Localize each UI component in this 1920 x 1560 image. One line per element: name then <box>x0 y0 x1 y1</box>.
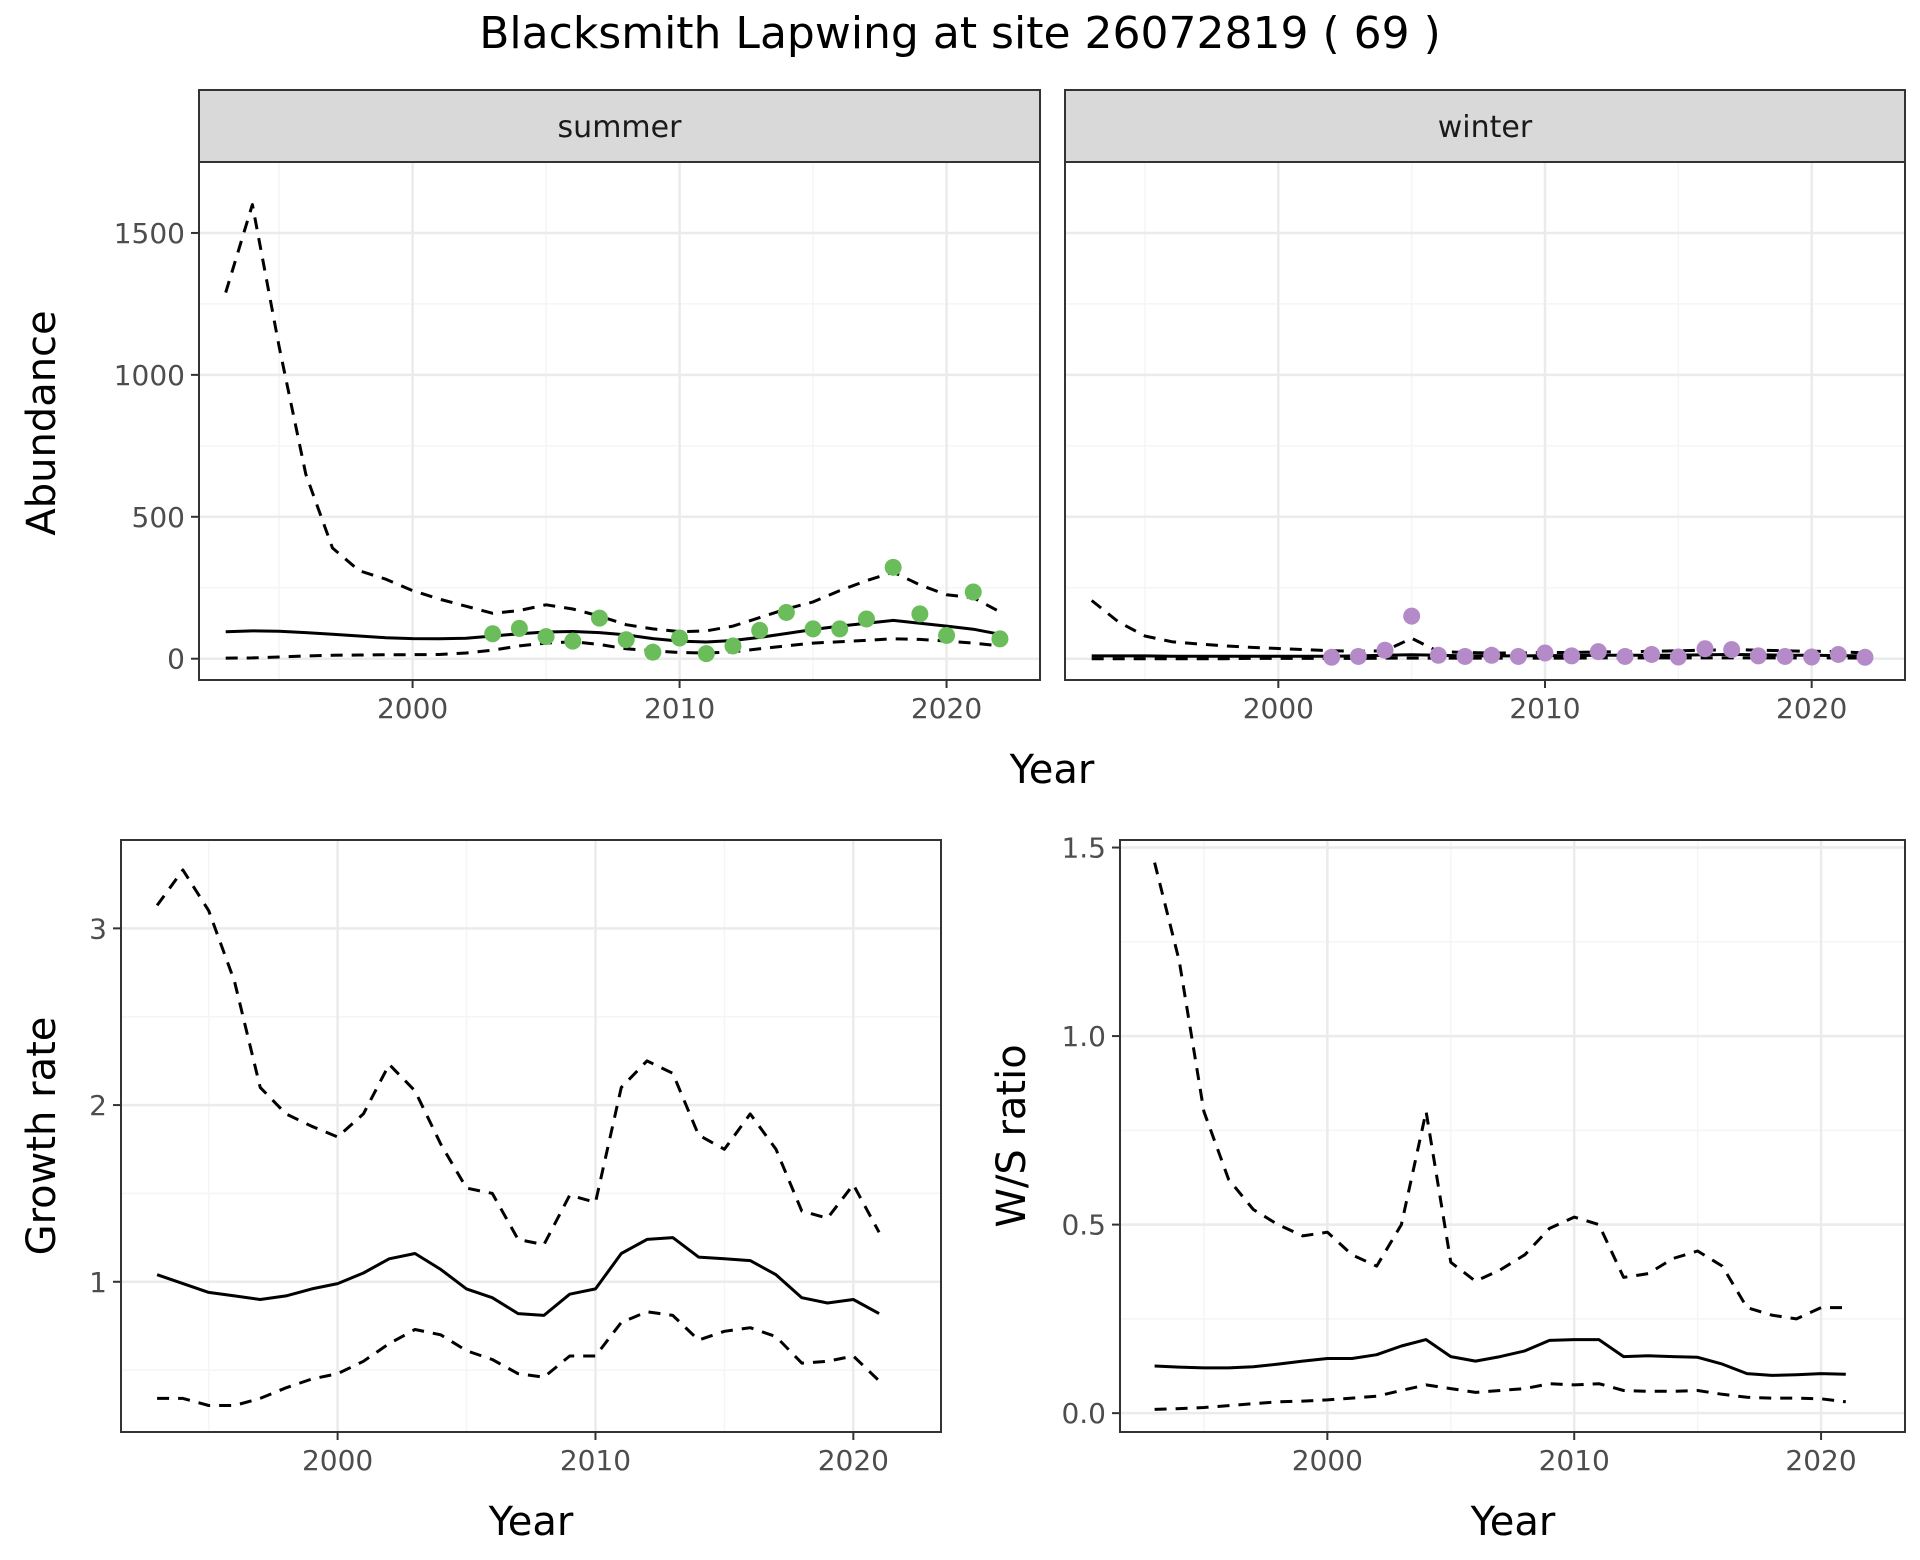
ws-ratio-y-tick-label: 0.5 <box>1061 1209 1106 1242</box>
ratio-x-axis-label: Year <box>1470 1499 1556 1545</box>
abundance-winter-strip-label: winter <box>1438 110 1533 145</box>
abundance-winter-x-tick-label: 2000 <box>1243 692 1314 725</box>
figure-title: Blacksmith Lapwing at site 26072819 ( 69… <box>479 8 1441 59</box>
abundance-winter-interval-line-2 <box>1091 656 1866 661</box>
abundance-winter-point <box>1536 644 1554 662</box>
ws-ratio-y-tick-label: 1.0 <box>1061 1020 1106 1053</box>
abundance-summer-point <box>831 620 849 638</box>
abundance-summer-point <box>617 631 635 649</box>
abundance-winter-point <box>1323 648 1341 666</box>
growth-rate-mean-line <box>156 1236 880 1317</box>
ws-ratio-x-tick-label: 2000 <box>1292 1444 1363 1477</box>
growth-x-axis-label: Year <box>488 1499 574 1545</box>
abundance-summer-point <box>884 558 902 576</box>
abundance-winter-x-tick-label: 2020 <box>1776 692 1847 725</box>
panel-growth-rate: 2000 2010 2020 1 2 3 <box>89 839 942 1477</box>
abundance-summer-point <box>644 643 662 661</box>
abundance-summer-point <box>484 625 502 643</box>
abundance-winter-point <box>1429 646 1447 664</box>
abundance-summer-interval-line-1 <box>224 203 1001 634</box>
abundance-winter-point <box>1749 647 1767 665</box>
abundance-summer-y-tick-label: 1500 <box>114 217 185 250</box>
abundance-summer-strip-label: summer <box>558 110 683 145</box>
abundance-summer-y-tick-label: 0 <box>167 643 185 676</box>
ws-ratio-plot-area <box>1120 840 1905 1432</box>
abundance-winter-point <box>1509 647 1527 665</box>
abundance-winter-point <box>1563 647 1581 665</box>
abundance-summer-y-tick-label: 1000 <box>114 359 185 392</box>
panel-summer: summer 2000 2010 2020 0 500 1000 1500 <box>114 89 1041 725</box>
ws-ratio-x-tick-label: 2010 <box>1539 1444 1610 1477</box>
abundance-winter-point <box>1483 646 1501 664</box>
abundance-winter-point <box>1589 643 1607 661</box>
abundance-summer-interval-line-2 <box>225 637 1001 660</box>
abundance-summer-x-tick-label: 2010 <box>644 692 715 725</box>
abundance-summer-point <box>697 645 715 663</box>
abundance-summer-point <box>510 619 528 637</box>
abundance-winter-point <box>1696 640 1714 658</box>
abundance-summer-x-tick-label: 2000 <box>377 692 448 725</box>
growth-rate-x-tick-label: 2020 <box>818 1444 889 1477</box>
abundance-summer-panel-border <box>198 161 1041 681</box>
abundance-winter-point <box>1829 645 1847 663</box>
abundance-winter-point <box>1376 641 1394 659</box>
growth-rate-panel-border <box>120 839 942 1433</box>
growth-rate-x-tick-label: 2000 <box>302 1444 373 1477</box>
abundance-summer-strip <box>198 89 1041 163</box>
growth-rate-y-tick-label: 2 <box>89 1089 107 1122</box>
abundance-summer-point <box>964 583 982 601</box>
abundance-summer-point <box>911 605 929 623</box>
abundance-winter-point <box>1403 607 1421 625</box>
abundance-winter-point <box>1643 645 1661 663</box>
ws-ratio-interval-line-1 <box>1153 862 1846 1321</box>
abundance-summer-point <box>537 628 555 646</box>
abundance-winter-panel-border <box>1064 161 1906 681</box>
abundance-winter-point <box>1669 648 1687 666</box>
abundance-winter-mean-line <box>1091 653 1866 658</box>
growth-rate-interval-line-1 <box>155 868 881 1247</box>
abundance-summer-plot-area <box>199 162 1040 680</box>
abundance-summer-point <box>938 626 956 644</box>
abundance-summer-point <box>857 610 875 628</box>
panel-winter: winter 2000 2010 2020 <box>1064 89 1906 725</box>
abundance-summer-y-tick-label: 500 <box>132 501 185 534</box>
panel-ws-ratio: 2000 2010 2020 0.0 0.5 1.0 1.5 <box>1061 832 1906 1477</box>
ws-ratio-panel-border <box>1119 839 1906 1433</box>
abundance-winter-x-tick-label: 2010 <box>1509 692 1580 725</box>
abundance-summer-x-tick-label: 2020 <box>911 692 982 725</box>
growth-rate-y-tick-label: 3 <box>89 912 107 945</box>
abundance-winter-point <box>1856 648 1874 666</box>
growth-rate-y-tick-label: 1 <box>89 1266 107 1299</box>
abundance-winter-point <box>1456 647 1474 665</box>
abundance-summer-point <box>590 609 608 627</box>
abundance-summer-point <box>777 603 795 621</box>
top-y-axis-label: Abundance <box>19 310 65 535</box>
ws-ratio-mean-line <box>1154 1338 1846 1377</box>
top-x-axis-label: Year <box>1009 747 1095 793</box>
ws-ratio-y-tick-label: 0.0 <box>1061 1397 1106 1430</box>
abundance-winter-point <box>1803 648 1821 666</box>
ws-ratio-interval-line-2 <box>1154 1382 1846 1411</box>
abundance-winter-strip <box>1064 89 1906 163</box>
ws-ratio-x-tick-label: 2020 <box>1785 1444 1856 1477</box>
growth-rate-x-tick-label: 2010 <box>560 1444 631 1477</box>
growth-rate-plot-area <box>121 840 941 1432</box>
abundance-winter-point <box>1616 647 1634 665</box>
abundance-summer-point <box>564 632 582 650</box>
abundance-winter-plot-area <box>1065 162 1905 680</box>
abundance-summer-point <box>804 620 822 638</box>
ws-ratio-y-tick-label: 1.5 <box>1061 832 1106 865</box>
abundance-winter-point <box>1776 647 1794 665</box>
growth-y-axis-label: Growth rate <box>19 1017 65 1256</box>
abundance-summer-point <box>991 630 1009 648</box>
growth-rate-interval-line-2 <box>157 1310 881 1407</box>
abundance-winter-point <box>1349 647 1367 665</box>
ratio-y-axis-label: W/S ratio <box>989 1044 1035 1227</box>
abundance-summer-point <box>751 621 769 639</box>
abundance-summer-point <box>671 629 689 647</box>
abundance-summer-point <box>724 637 742 655</box>
abundance-winter-point <box>1723 641 1741 659</box>
